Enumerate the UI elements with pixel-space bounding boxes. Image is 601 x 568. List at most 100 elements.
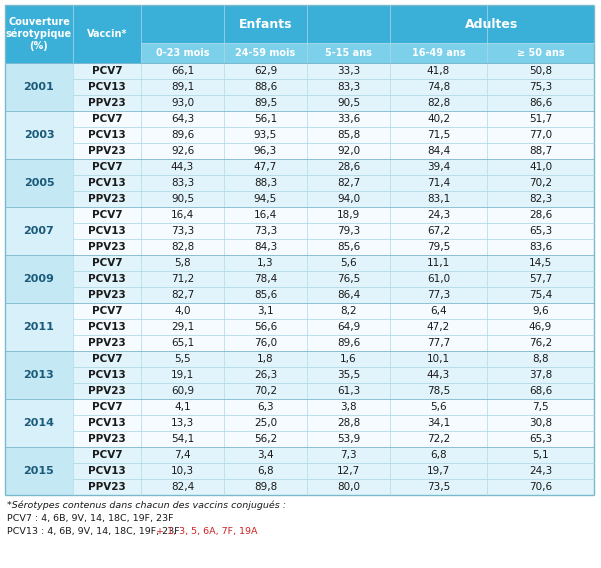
Text: PCV13: PCV13	[88, 370, 126, 380]
Bar	[487, 191, 594, 207]
Text: 68,6: 68,6	[529, 386, 552, 396]
Text: ≥ 50 ans: ≥ 50 ans	[517, 48, 564, 58]
Text: 64,9: 64,9	[337, 322, 360, 332]
Bar	[224, 383, 307, 399]
Text: Couverture
sérotypique
(%): Couverture sérotypique (%)	[6, 17, 72, 51]
Bar	[224, 255, 307, 271]
Text: 54,1: 54,1	[171, 434, 194, 444]
Bar	[141, 175, 224, 191]
Bar	[73, 79, 141, 95]
Text: 5,6: 5,6	[340, 258, 357, 268]
Text: 83,1: 83,1	[427, 194, 450, 204]
Bar	[390, 287, 487, 303]
Bar	[73, 303, 141, 319]
Text: 88,6: 88,6	[254, 82, 277, 92]
Text: PPV23: PPV23	[88, 98, 126, 108]
Bar	[307, 175, 390, 191]
Bar	[487, 63, 594, 79]
Bar	[390, 143, 487, 159]
Text: 13,3: 13,3	[171, 418, 194, 428]
Text: 29,1: 29,1	[171, 322, 194, 332]
Text: 46,9: 46,9	[529, 322, 552, 332]
Text: 24,3: 24,3	[529, 466, 552, 476]
Bar	[487, 319, 594, 335]
Text: 86,4: 86,4	[337, 290, 360, 300]
Bar	[141, 447, 224, 463]
Bar	[73, 319, 141, 335]
Text: 90,5: 90,5	[171, 194, 194, 204]
Bar	[5, 159, 73, 207]
Text: 35,5: 35,5	[337, 370, 360, 380]
Bar	[141, 159, 224, 175]
Text: 76,5: 76,5	[337, 274, 360, 284]
Bar	[73, 431, 141, 447]
Text: 65,3: 65,3	[529, 434, 552, 444]
Bar	[141, 431, 224, 447]
Text: 89,6: 89,6	[171, 130, 194, 140]
Text: 47,2: 47,2	[427, 322, 450, 332]
Text: 65,3: 65,3	[529, 226, 552, 236]
Bar	[307, 287, 390, 303]
Bar	[487, 415, 594, 431]
Text: 3,1: 3,1	[257, 306, 274, 316]
Text: 76,2: 76,2	[529, 338, 552, 348]
Text: 2003: 2003	[23, 130, 54, 140]
Bar	[73, 207, 141, 223]
Bar	[487, 383, 594, 399]
Bar	[141, 79, 224, 95]
Bar	[73, 383, 141, 399]
Text: 70,2: 70,2	[529, 178, 552, 188]
Bar	[307, 159, 390, 175]
Text: PCV7: PCV7	[92, 450, 123, 460]
Text: 82,8: 82,8	[171, 242, 194, 252]
Text: 2001: 2001	[23, 82, 54, 92]
Text: 89,5: 89,5	[254, 98, 277, 108]
Bar	[390, 319, 487, 335]
Bar	[141, 335, 224, 351]
Bar	[307, 303, 390, 319]
Text: 92,6: 92,6	[171, 146, 194, 156]
Bar	[307, 463, 390, 479]
Bar	[487, 271, 594, 287]
Text: 16,4: 16,4	[171, 210, 194, 220]
Bar	[141, 271, 224, 287]
Bar	[307, 127, 390, 143]
Bar	[390, 447, 487, 463]
Text: 77,0: 77,0	[529, 130, 552, 140]
Text: 10,3: 10,3	[171, 466, 194, 476]
Bar	[390, 383, 487, 399]
Bar	[141, 95, 224, 111]
Bar	[5, 351, 73, 399]
Bar	[390, 351, 487, 367]
Bar	[224, 191, 307, 207]
Bar	[307, 43, 390, 63]
Bar	[224, 431, 307, 447]
Text: 64,3: 64,3	[171, 114, 194, 124]
Text: PCV13: PCV13	[88, 226, 126, 236]
Text: 56,6: 56,6	[254, 322, 277, 332]
Bar	[5, 5, 73, 63]
Text: PCV7: PCV7	[92, 258, 123, 268]
Text: 8,8: 8,8	[532, 354, 549, 364]
Bar	[307, 447, 390, 463]
Bar	[487, 79, 594, 95]
Bar	[307, 79, 390, 95]
Bar	[73, 351, 141, 367]
Text: 56,2: 56,2	[254, 434, 277, 444]
Bar	[5, 447, 73, 495]
Bar	[390, 255, 487, 271]
Text: 5-15 ans: 5-15 ans	[325, 48, 372, 58]
Bar	[224, 319, 307, 335]
Text: 2007: 2007	[23, 226, 54, 236]
Bar	[390, 415, 487, 431]
Text: 44,3: 44,3	[171, 162, 194, 172]
Bar	[73, 463, 141, 479]
Bar	[390, 399, 487, 415]
Bar	[390, 79, 487, 95]
Text: 82,8: 82,8	[427, 98, 450, 108]
Bar	[487, 447, 594, 463]
Bar	[307, 335, 390, 351]
Text: 84,3: 84,3	[254, 242, 277, 252]
Text: 3,4: 3,4	[257, 450, 274, 460]
Bar	[141, 111, 224, 127]
